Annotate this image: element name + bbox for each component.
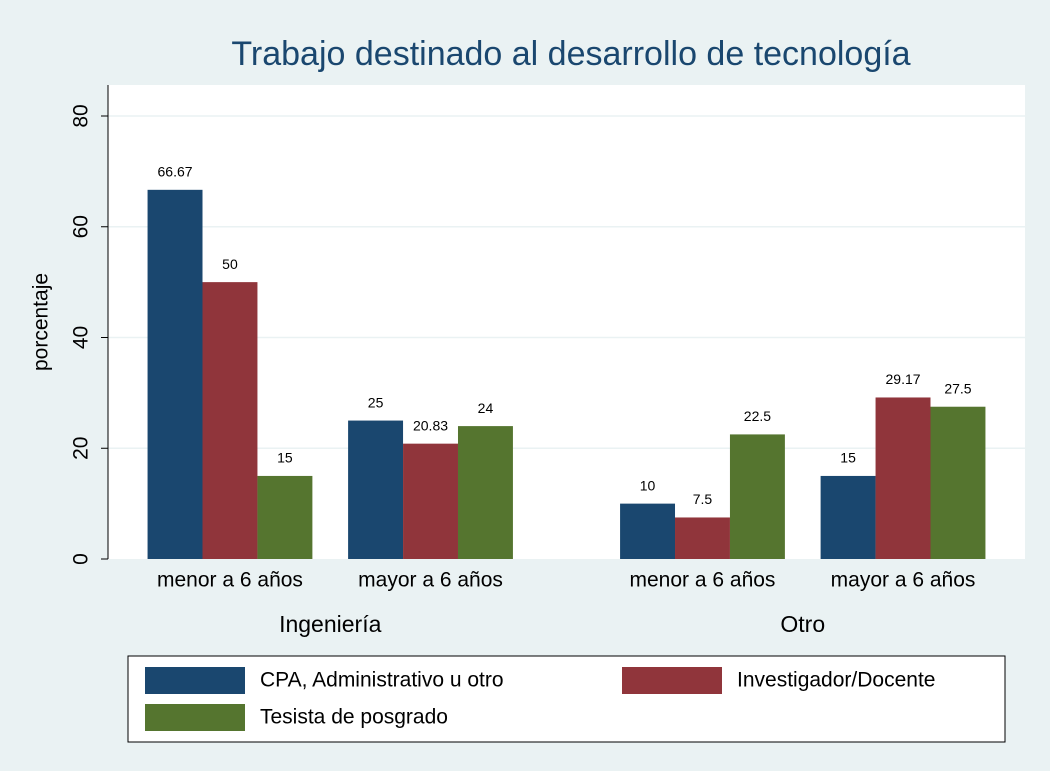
legend-swatch (622, 667, 722, 694)
data-label: 7.5 (693, 491, 713, 507)
group-label: Otro (780, 611, 825, 637)
bar (457, 426, 513, 559)
y-axis-label: porcentaje (30, 273, 53, 371)
data-label: 10 (640, 477, 656, 493)
group-label: Ingeniería (279, 611, 382, 637)
bar (403, 443, 458, 559)
bar (675, 517, 730, 559)
data-label: 25 (368, 394, 384, 410)
chart-title: Trabajo destinado al desarrollo de tecno… (231, 35, 910, 73)
data-label: 15 (277, 450, 293, 466)
data-label: 50 (222, 256, 238, 272)
y-tick-label: 0 (70, 553, 93, 565)
data-label: 29.17 (886, 371, 921, 387)
data-label: 15 (840, 450, 856, 466)
y-tick-label: 60 (70, 215, 93, 238)
data-label: 24 (478, 400, 494, 416)
bar (729, 434, 785, 559)
x-tick-label: menor a 6 años (157, 569, 303, 592)
legend-swatch (145, 667, 245, 694)
bar (202, 282, 258, 559)
bar (147, 189, 203, 559)
legend (127, 655, 1006, 743)
data-label: 27.5 (944, 380, 971, 396)
x-tick-label: mayor a 6 años (358, 569, 503, 592)
x-tick-label: mayor a 6 años (831, 569, 976, 592)
data-label: 22.5 (744, 408, 771, 424)
legend-label: Investigador/Docente (737, 669, 935, 692)
legend-label: Tesista de posgrado (260, 706, 448, 729)
y-tick-label: 40 (70, 326, 93, 349)
legend-label: CPA, Administrativo u otro (260, 669, 504, 692)
bar (820, 475, 876, 559)
legend-swatch (145, 704, 245, 731)
bar (348, 420, 404, 559)
bar (257, 475, 313, 559)
data-label: 20.83 (413, 417, 448, 433)
bar (620, 503, 676, 559)
x-tick-label: menor a 6 años (630, 569, 776, 592)
bar (875, 397, 931, 559)
y-tick-label: 80 (70, 104, 93, 127)
data-label: 66.67 (158, 164, 193, 180)
bar (930, 406, 986, 559)
y-tick-label: 20 (70, 437, 93, 460)
